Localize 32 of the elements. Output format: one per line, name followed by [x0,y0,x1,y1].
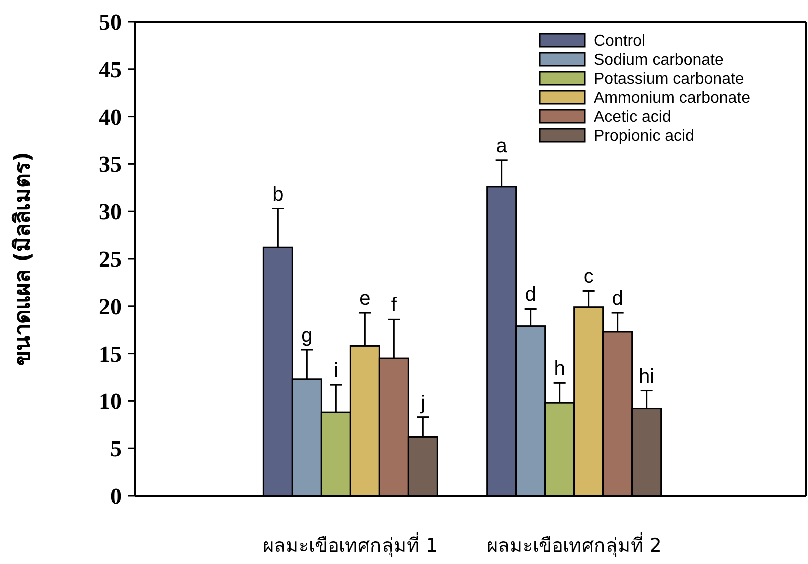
annotation: j [420,392,426,414]
y-tick-label: 25 [99,247,122,272]
y-tick-label: 0 [110,484,122,509]
annotation: hi [639,366,655,388]
y-tick-label: 10 [99,389,122,414]
y-tick-label: 20 [99,294,122,320]
y-tick-label: 40 [99,104,122,130]
annotation: b [272,184,284,206]
legend-label: Ammonium carbonate [594,90,751,107]
annotation: a [496,135,508,158]
annotation: d [525,284,536,306]
annotation: h [554,358,566,380]
y-tick-label: 35 [99,152,122,178]
y-tick-label: 15 [99,342,122,367]
annotation: g [302,325,313,348]
y-tick-label: 5 [110,436,122,462]
annotation: c [584,266,594,288]
annotation: f [391,294,398,317]
y-axis-title: ขนาดแผล (มิลลิเมตร) [11,152,36,366]
legend-label: Propionic acid [594,128,694,145]
y-tick-label: 50 [99,10,122,35]
x-tick-label: ผลมะเขือเทศกลุ่มที่ 2 [486,532,662,558]
legend-label: Acetic acid [594,109,672,126]
y-tick-label: 30 [99,200,122,225]
legend-label: Control [594,33,646,50]
y-tick-label: 45 [99,57,122,82]
legend-label: Sodium carbonate [594,52,724,69]
legend-label: Potassium carbonate [594,71,744,88]
annotation: e [360,288,371,310]
annotation: i [334,360,338,382]
x-tick-label: ผลมะเขือเทศกลุ่มที่ 1 [263,532,438,558]
annotation: d [612,288,624,310]
